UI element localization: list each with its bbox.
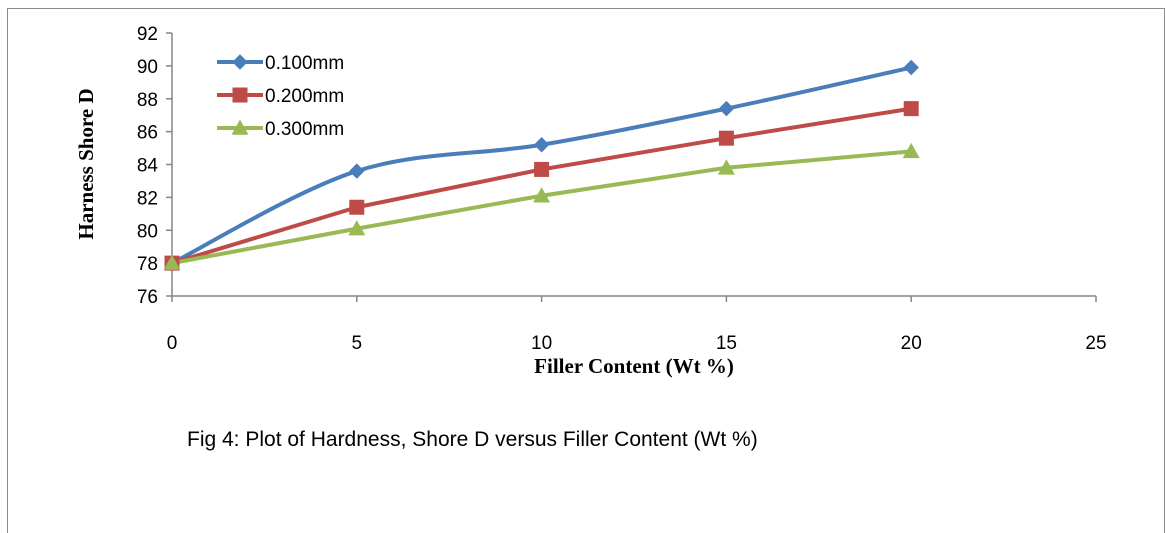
data-point-0-200mm <box>349 199 365 215</box>
y-tick-label: 84 <box>137 156 159 177</box>
y-tick-label: 86 <box>137 123 158 144</box>
y-tick-label: 92 <box>137 24 158 45</box>
data-point-0-300mm <box>533 187 551 203</box>
legend-marker-0-200mm <box>232 87 248 103</box>
y-tick-label: 88 <box>137 90 158 111</box>
legend-marker-0-100mm <box>232 54 248 70</box>
data-point-0-300mm <box>902 142 920 159</box>
data-point-0-100mm <box>533 137 550 153</box>
data-point-0-300mm <box>163 254 181 270</box>
data-point-0-200mm <box>718 130 734 146</box>
legend-label-0-200mm: 0.200mm <box>265 86 344 107</box>
data-point-0-100mm <box>903 59 919 76</box>
legend-label-0-100mm: 0.100mm <box>265 53 344 74</box>
data-point-0-300mm <box>348 220 366 236</box>
y-tick-label: 78 <box>137 254 158 275</box>
legend-label-0-300mm: 0.300mm <box>265 119 344 140</box>
x-tick-label: 5 <box>352 333 363 354</box>
x-tick-label: 15 <box>716 333 737 354</box>
data-point-0-100mm <box>718 100 735 117</box>
y-tick-label: 82 <box>137 188 158 209</box>
legend-marker-0-300mm <box>231 119 249 135</box>
x-tick-label: 0 <box>167 333 178 354</box>
x-tick-label: 10 <box>531 333 552 354</box>
y-tick-label: 80 <box>137 221 158 242</box>
data-point-0-300mm <box>717 159 735 175</box>
x-axis-title: Filler Content (Wt %) <box>534 354 734 378</box>
figure-caption: Fig 4: Plot of Hardness, Shore D versus … <box>187 428 758 451</box>
y-axis-title: Harness Shore D <box>74 88 98 239</box>
data-point-0-200mm <box>903 101 919 117</box>
y-tick-label: 76 <box>137 287 158 308</box>
plot-area: 76 78 80 82 84 86 88 90 92 0 5 10 15 20 25 0.100mm 0.200… <box>137 24 1107 354</box>
y-tick-label: 90 <box>137 57 158 78</box>
data-point-0-200mm <box>534 161 550 177</box>
x-tick-label: 20 <box>901 333 922 354</box>
x-tick-label: 25 <box>1085 333 1106 354</box>
data-point-0-100mm <box>349 163 365 179</box>
